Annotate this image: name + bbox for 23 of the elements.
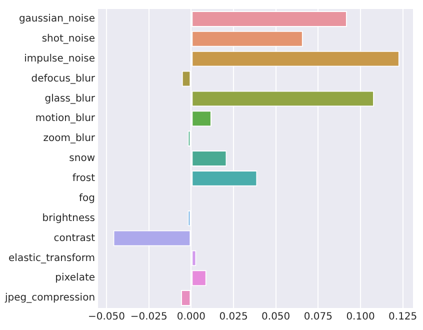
x-tick-label: 0.125	[388, 312, 418, 323]
x-tick-label: −0.025	[130, 312, 168, 323]
x-tick-label: 0.025	[219, 312, 248, 323]
y-tick-label: pixelate	[55, 272, 96, 284]
y-tick-label: contrast	[54, 232, 96, 244]
x-tick-label: 0.075	[304, 312, 332, 323]
y-tick-label: gaussian_noise	[18, 14, 96, 25]
y-tick-label: zoom_blur	[43, 133, 96, 144]
x-tick-label: −0.050	[88, 312, 126, 323]
x-tick-label: 0.100	[346, 312, 375, 323]
y-tick-label: motion_blur	[35, 113, 96, 124]
y-tick-label: fog	[79, 192, 96, 204]
y-tick-label: jpeg_compression	[4, 292, 96, 304]
y-tick-label: frost	[72, 173, 96, 184]
y-tick-label: shot_noise	[42, 33, 96, 44]
y-tick-label: glass_blur	[44, 93, 96, 104]
y-tick-label: snow	[69, 153, 96, 164]
y-tick-label: impulse_noise	[24, 53, 96, 64]
x-tick-label: 0.050	[262, 312, 290, 323]
y-tick-label: elastic_transform	[8, 252, 96, 264]
x-tick-label: 0.000	[176, 312, 206, 323]
y-tick-label: brightness	[42, 212, 96, 224]
y-tick-label: defocus_blur	[31, 73, 96, 84]
